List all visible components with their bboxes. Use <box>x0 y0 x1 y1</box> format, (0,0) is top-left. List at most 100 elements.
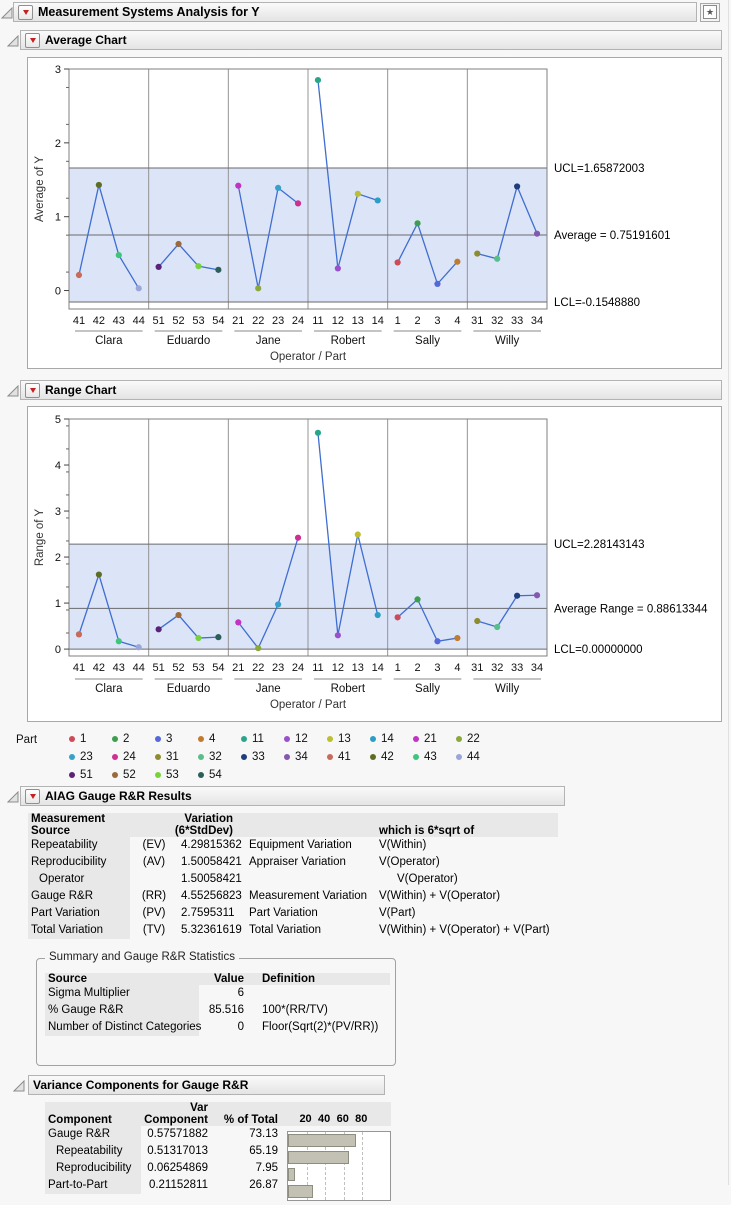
part-color-dot <box>112 772 118 778</box>
data-point-part-14[interactable] <box>374 197 381 204</box>
data-point-part-43[interactable] <box>115 251 122 259</box>
svg-text:Operator / Part: Operator / Part <box>270 699 347 711</box>
legend-item-part-1[interactable]: 1 <box>69 730 112 748</box>
data-point-part-41[interactable] <box>75 631 83 638</box>
legend-item-part-33[interactable]: 33 <box>241 748 284 766</box>
data-point-part-42[interactable] <box>95 181 102 189</box>
data-point-part-14[interactable] <box>374 611 381 619</box>
disclosure-triangle-icon[interactable] <box>13 1080 25 1092</box>
legend-item-part-41[interactable]: 41 <box>327 748 370 766</box>
data-point-part-23[interactable] <box>275 184 282 191</box>
legend-item-label: 23 <box>80 751 93 763</box>
pin-report-button[interactable]: ★ <box>700 3 720 22</box>
legend-item-part-52[interactable]: 52 <box>112 766 155 784</box>
data-point-part-34[interactable] <box>533 230 541 237</box>
data-point-part-54[interactable] <box>215 634 222 641</box>
data-point-part-21[interactable] <box>235 182 242 189</box>
legend-item-part-44[interactable]: 44 <box>456 748 499 766</box>
legend-item-part-11[interactable]: 11 <box>241 730 284 748</box>
legend-item-part-23[interactable]: 23 <box>69 748 112 766</box>
data-point-part-12[interactable] <box>334 265 341 272</box>
legend-item-part-32[interactable]: 32 <box>198 748 241 766</box>
aiag-gap-cell <box>236 837 246 854</box>
data-point-part-34[interactable] <box>533 592 541 599</box>
part-color-dot <box>69 736 75 742</box>
red-triangle-menu-icon[interactable] <box>25 32 40 48</box>
column-header <box>236 813 246 837</box>
data-point-part-2[interactable] <box>414 596 421 603</box>
section-header-aiag[interactable]: AIAG Gauge R&R Results <box>20 786 565 806</box>
data-point-part-32[interactable] <box>494 623 501 631</box>
data-point-part-54[interactable] <box>215 266 222 273</box>
data-point-part-2[interactable] <box>414 220 421 227</box>
legend-item-part-53[interactable]: 53 <box>155 766 198 784</box>
data-point-part-3[interactable] <box>434 280 441 287</box>
red-triangle-menu-icon[interactable] <box>18 4 33 20</box>
variance-component-cell: Reproducibility <box>45 1160 141 1177</box>
data-point-part-24[interactable] <box>294 200 302 207</box>
data-point-part-22[interactable] <box>255 285 262 292</box>
data-point-part-12[interactable] <box>334 632 341 639</box>
data-point-part-44[interactable] <box>135 285 142 292</box>
section-header-variance[interactable]: Variance Components for Gauge R&R <box>28 1075 385 1095</box>
bar-axis-tick-label: 40 <box>318 1113 331 1125</box>
data-point-part-51[interactable] <box>155 263 162 271</box>
legend-item-part-14[interactable]: 14 <box>370 730 413 748</box>
legend-item-part-3[interactable]: 3 <box>155 730 198 748</box>
part-color-dot <box>370 754 376 760</box>
data-point-part-53[interactable] <box>195 263 202 270</box>
legend-item-part-31[interactable]: 31 <box>155 748 198 766</box>
data-point-part-33[interactable] <box>514 592 521 599</box>
legend-spacer <box>327 766 370 784</box>
legend-item-part-24[interactable]: 24 <box>112 748 155 766</box>
red-triangle-menu-icon[interactable] <box>25 788 40 804</box>
data-point-part-51[interactable] <box>155 626 162 633</box>
data-point-part-31[interactable] <box>474 617 481 625</box>
disclosure-triangle-icon[interactable] <box>7 791 19 803</box>
data-point-part-21[interactable] <box>235 619 242 626</box>
data-point-part-42[interactable] <box>95 571 102 578</box>
data-point-part-13[interactable] <box>354 531 361 538</box>
section-header-average-chart[interactable]: Average Chart <box>20 30 722 50</box>
disclosure-triangle-icon[interactable] <box>7 385 19 397</box>
legend-item-part-13[interactable]: 13 <box>327 730 370 748</box>
data-point-part-3[interactable] <box>434 638 441 645</box>
legend-item-part-34[interactable]: 34 <box>284 748 327 766</box>
data-point-part-13[interactable] <box>354 190 361 197</box>
data-point-part-53[interactable] <box>195 634 202 642</box>
legend-item-part-43[interactable]: 43 <box>413 748 456 766</box>
red-triangle-menu-icon[interactable] <box>25 382 40 398</box>
legend-item-part-21[interactable]: 21 <box>413 730 456 748</box>
data-point-part-1[interactable] <box>394 614 401 621</box>
legend-item-part-54[interactable]: 54 <box>198 766 241 784</box>
report-title-bar[interactable]: Measurement Systems Analysis for Y <box>13 2 697 22</box>
data-point-part-11[interactable] <box>314 76 322 84</box>
data-point-part-43[interactable] <box>115 638 122 645</box>
legend-item-part-51[interactable]: 51 <box>69 766 112 784</box>
data-point-part-11[interactable] <box>314 429 322 436</box>
disclosure-triangle-icon[interactable] <box>1 7 13 19</box>
legend-item-part-42[interactable]: 42 <box>370 748 413 766</box>
data-point-part-52[interactable] <box>175 611 182 619</box>
data-point-part-4[interactable] <box>454 634 461 642</box>
data-point-part-41[interactable] <box>75 271 83 279</box>
legend-item-part-12[interactable]: 12 <box>284 730 327 748</box>
legend-item-part-2[interactable]: 2 <box>112 730 155 748</box>
data-point-part-33[interactable] <box>514 183 521 190</box>
data-point-part-52[interactable] <box>175 240 182 248</box>
disclosure-triangle-icon[interactable] <box>7 35 19 47</box>
data-point-part-24[interactable] <box>294 534 302 541</box>
data-point-part-44[interactable] <box>135 644 142 651</box>
data-point-part-1[interactable] <box>394 259 401 266</box>
section-header-range-chart[interactable]: Range Chart <box>20 380 722 400</box>
legend-item-label: 52 <box>123 769 136 781</box>
data-point-part-31[interactable] <box>474 250 481 257</box>
data-point-part-32[interactable] <box>494 255 501 262</box>
legend-item-part-4[interactable]: 4 <box>198 730 241 748</box>
data-point-part-4[interactable] <box>454 258 461 265</box>
data-point-part-22[interactable] <box>255 645 262 652</box>
legend-item-part-22[interactable]: 22 <box>456 730 499 748</box>
data-point-part-23[interactable] <box>275 601 282 608</box>
